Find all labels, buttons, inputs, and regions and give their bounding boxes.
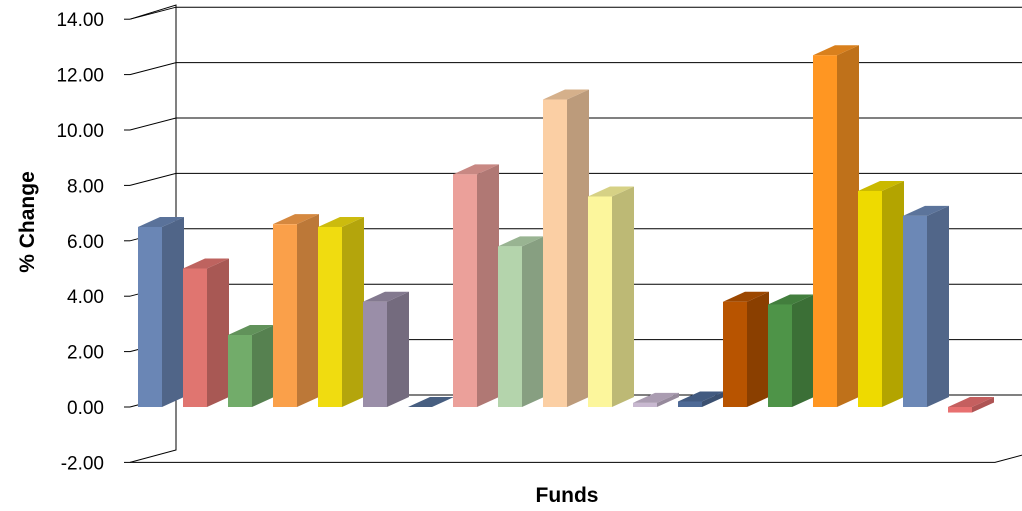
gridline: [129, 117, 1022, 131]
bar: [138, 216, 184, 407]
bar-top: [408, 397, 454, 407]
bar-front: [588, 196, 612, 407]
bar: [273, 214, 319, 407]
y-axis-title: % Change: [16, 171, 39, 273]
bar-front: [723, 301, 747, 407]
bar: [183, 258, 229, 407]
bar: [588, 186, 634, 407]
bar-side: [297, 214, 319, 407]
bar: [408, 397, 454, 407]
y-tick-label: 12.00: [56, 66, 104, 87]
gridline: [129, 62, 1022, 76]
bar-front: [498, 246, 522, 407]
bar-side: [927, 205, 949, 407]
bar: [678, 391, 724, 407]
bar: [903, 205, 949, 407]
bar-front: [228, 334, 252, 407]
bar-side: [162, 216, 184, 407]
bar: [318, 216, 364, 407]
bar-front: [183, 268, 207, 407]
bar-top: [543, 89, 589, 100]
bar-side: [612, 186, 634, 407]
bar: [948, 397, 994, 413]
y-tick-label: -2.00: [61, 453, 104, 474]
bar-front: [633, 402, 657, 407]
bar-top: [633, 392, 679, 403]
bar-front: [858, 190, 882, 407]
bar-top: [183, 258, 229, 269]
bar-side: [747, 291, 769, 407]
bar-front: [453, 174, 477, 407]
bar-front: [813, 55, 837, 408]
bar: [813, 45, 859, 408]
bar: [498, 236, 544, 407]
bar-side: [342, 216, 364, 407]
bar-side: [792, 294, 814, 407]
bar-front: [678, 401, 702, 407]
bar-top: [768, 294, 814, 305]
bar: [723, 291, 769, 407]
bar-top: [138, 216, 184, 227]
y-axis-ticks: -2.00 0.00 2.00 4.00 6.00 8.00 10.00 12.00 14.00: [56, 10, 130, 474]
bar-front: [768, 304, 792, 407]
bar: [228, 324, 274, 407]
bar-side: [207, 258, 229, 407]
bar-top: [318, 216, 364, 227]
x-axis-title: Funds: [536, 484, 599, 507]
bar-front: [363, 301, 387, 407]
bar-side: [702, 391, 724, 407]
bar: [543, 89, 589, 407]
bar-top: [363, 291, 409, 302]
y-tick-label: 2.00: [67, 343, 104, 364]
bar: [858, 180, 904, 407]
bar-top: [498, 236, 544, 247]
bar-front: [138, 226, 162, 407]
bar-side: [522, 236, 544, 407]
y-tick-label: 6.00: [67, 232, 104, 253]
y-tick-label: 10.00: [56, 121, 104, 142]
bar-side: [657, 392, 679, 407]
bar-top: [813, 45, 859, 56]
bar-top: [453, 164, 499, 175]
bar-top: [678, 391, 724, 402]
bar-top: [948, 397, 994, 407]
bar-front: [318, 226, 342, 407]
bars: [138, 45, 994, 413]
bar-top: [273, 214, 319, 225]
bar-top: [723, 291, 769, 302]
bar-side: [387, 291, 409, 407]
bar-side: [972, 397, 994, 413]
bar: [363, 291, 409, 407]
bar-top: [228, 324, 274, 335]
y-tick-label: 8.00: [67, 176, 104, 197]
bar-top: [903, 205, 949, 216]
gridline: [129, 6, 1022, 20]
bar-top: [858, 180, 904, 191]
y-tick-label: 14.00: [56, 10, 104, 31]
floor-front-edge: [130, 454, 1022, 463]
bar-front: [903, 215, 927, 407]
bar-side: [252, 324, 274, 407]
bar-front: [948, 407, 972, 413]
bar-front: [273, 224, 297, 407]
bar-side: [882, 180, 904, 407]
bar: [768, 294, 814, 407]
y-tick-label: 4.00: [67, 287, 104, 308]
bar-front: [543, 99, 567, 407]
y-tick-label: 0.00: [67, 398, 104, 419]
bar: [453, 164, 499, 407]
bar: [633, 392, 679, 407]
gridline: [129, 172, 1022, 186]
bar-side: [837, 45, 859, 408]
bar-side: [477, 164, 499, 407]
bar-top: [588, 186, 634, 197]
bar-side: [567, 89, 589, 407]
